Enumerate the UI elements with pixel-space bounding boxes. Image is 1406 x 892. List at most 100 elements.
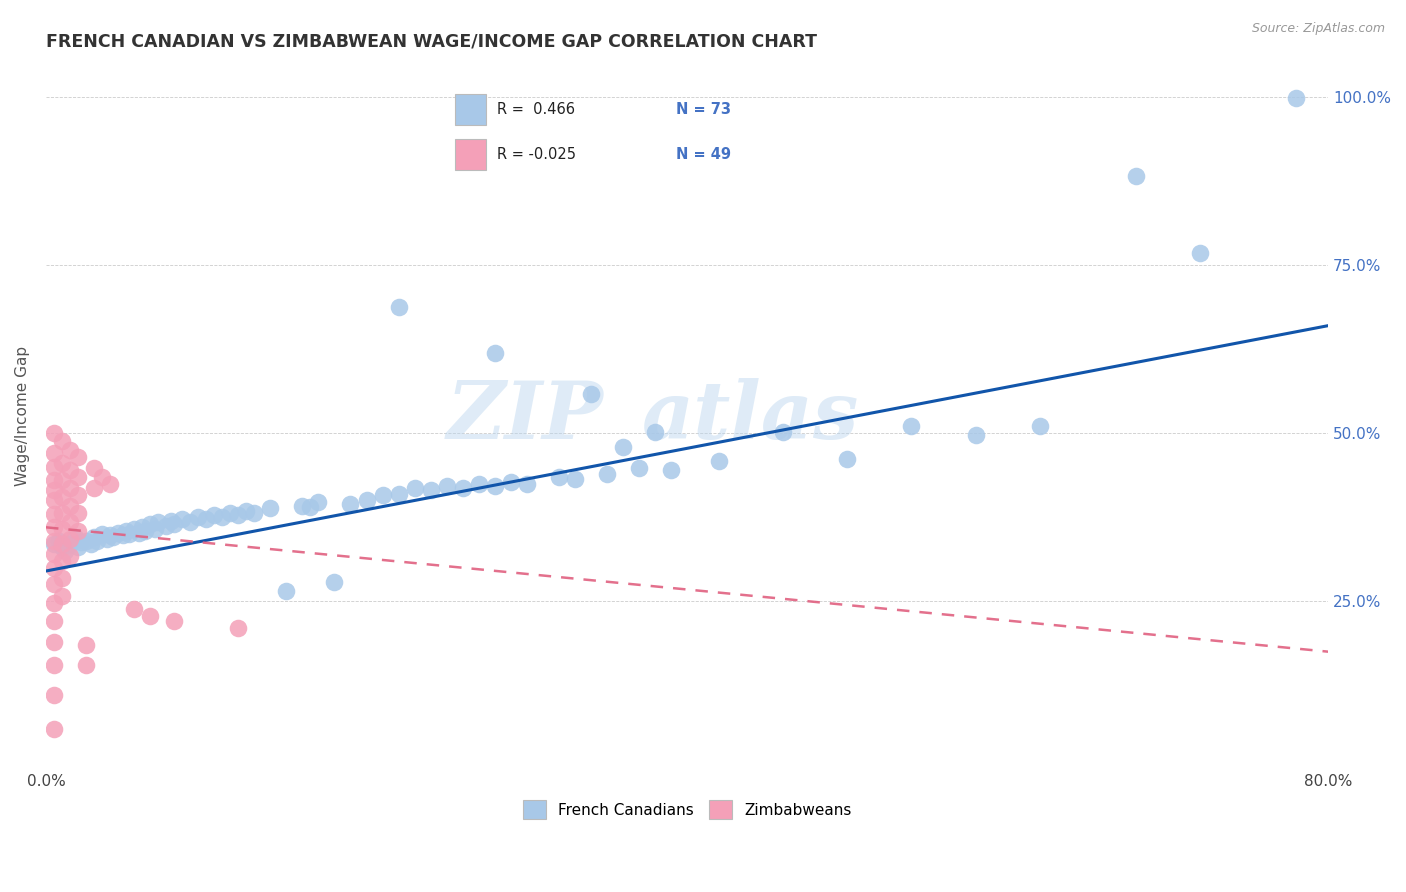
Point [75,638,97,652]
Point [42,459,65,474]
Text: atlas: atlas [643,377,859,455]
Point [1188,246,1211,260]
Point [51,554,73,568]
Point [291,499,314,513]
Text: ZIP: ZIP [447,377,603,455]
Point [42,689,65,703]
Point [627,461,650,475]
Point [451,481,474,495]
Point [51,571,73,585]
Point [387,486,409,500]
Point [42,577,65,591]
Point [42,507,65,521]
Text: FRENCH CANADIAN VS ZIMBABWEAN WAGE/INCOME GAP CORRELATION CHART: FRENCH CANADIAN VS ZIMBABWEAN WAGE/INCOM… [46,33,817,51]
Point [66,488,89,502]
Point [42,493,65,508]
Point [51,457,73,471]
Point [163,516,186,531]
Point [63,530,86,544]
Point [499,475,522,489]
Point [51,522,73,536]
Point [118,527,141,541]
Point [659,463,682,477]
Point [564,472,586,486]
Point [259,501,281,516]
Point [59,481,82,495]
Point [211,510,233,524]
Point [42,634,65,648]
Point [66,470,89,484]
Point [419,483,441,498]
Point [243,506,266,520]
Point [42,560,65,574]
Point [644,425,666,439]
Point [70,535,93,549]
Point [226,508,249,523]
Point [187,510,209,524]
Point [48,533,70,548]
Y-axis label: Wage/Income Gap: Wage/Income Gap [15,346,30,486]
Point [42,547,65,561]
Point [179,515,201,529]
Point [900,419,922,434]
Point [66,524,89,538]
Point [436,478,458,492]
Point [299,500,322,515]
Point [66,506,89,520]
Point [219,506,242,520]
Point [83,461,105,475]
Point [235,503,257,517]
Point [323,575,346,590]
Point [51,434,73,449]
Point [115,524,138,538]
Point [66,450,89,464]
Point [42,658,65,673]
Point [371,488,394,502]
Point [226,621,249,635]
Point [467,476,489,491]
Point [98,476,121,491]
Point [772,425,794,439]
Point [66,541,89,555]
Point [122,522,145,536]
Point [51,537,73,551]
Point [59,537,82,551]
Point [42,426,65,441]
Point [172,512,194,526]
Point [307,495,329,509]
Point [484,345,506,359]
Point [80,537,103,551]
Point [276,584,298,599]
Point [111,528,134,542]
Point [51,589,73,603]
Point [965,427,987,442]
Point [83,481,105,495]
Point [1125,169,1147,184]
Point [579,387,602,401]
Point [42,446,65,460]
Point [155,519,177,533]
Point [42,520,65,534]
Point [53,544,76,558]
Point [356,493,378,508]
Point [59,499,82,513]
Point [202,508,225,523]
Point [131,520,153,534]
Point [163,615,186,629]
Point [103,530,125,544]
Point [404,481,426,495]
Point [516,476,538,491]
Point [59,549,82,563]
Point [96,533,118,547]
Point [143,522,166,536]
Point [547,470,569,484]
Legend: French Canadians, Zimbabweans: French Canadians, Zimbabweans [516,794,858,825]
Point [837,451,859,466]
Point [59,515,82,529]
Point [51,541,73,555]
Point [1028,419,1050,434]
Point [139,516,162,531]
Point [86,533,108,548]
Point [42,615,65,629]
Point [91,470,114,484]
